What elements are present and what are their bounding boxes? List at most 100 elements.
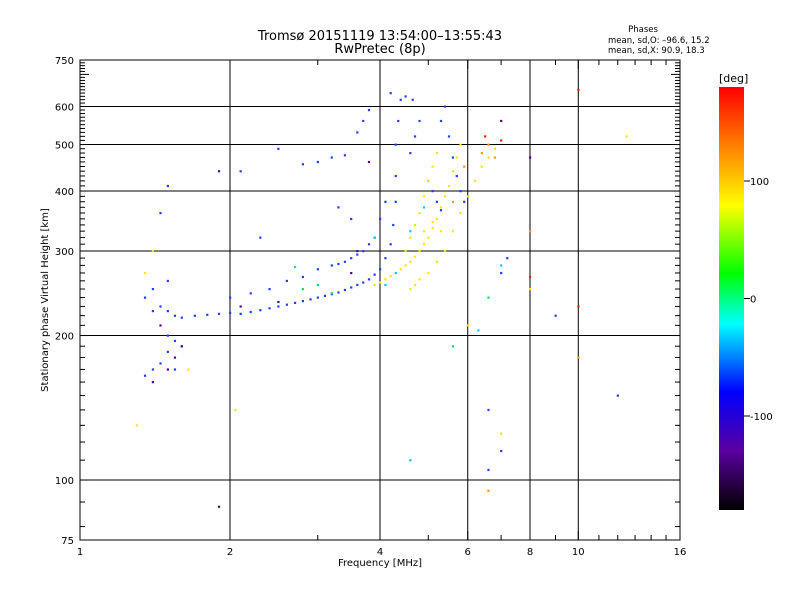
colorbar-ticks: 100 0 -100 <box>744 177 773 423</box>
data-point <box>277 147 280 150</box>
legend-line-x: mean, sd,X: 90.9, 18.3 <box>608 46 705 56</box>
data-point <box>480 165 483 168</box>
data-point <box>411 98 414 101</box>
data-point <box>229 311 232 315</box>
data-point <box>394 271 397 275</box>
data-point <box>316 160 319 164</box>
data-point <box>389 92 392 95</box>
data-point <box>330 292 333 295</box>
data-point <box>466 324 469 327</box>
data-point <box>362 119 365 123</box>
data-point <box>277 305 280 308</box>
data-point <box>404 95 407 98</box>
data-point <box>159 362 162 365</box>
data-point <box>356 283 359 287</box>
data-point <box>443 195 447 198</box>
colorbar <box>719 87 744 510</box>
y-tick-label: 750 <box>55 56 74 67</box>
data-point <box>493 156 497 159</box>
data-point <box>447 135 451 138</box>
data-point <box>487 296 490 299</box>
x-tick-label: 8 <box>527 547 533 558</box>
data-point <box>234 408 237 412</box>
data-point <box>367 109 371 112</box>
x-tick-label: 16 <box>674 547 687 558</box>
data-point <box>293 301 297 305</box>
data-point <box>379 268 382 271</box>
data-point <box>166 334 169 337</box>
data-point <box>473 179 477 183</box>
data-point <box>435 217 438 221</box>
y-tick-label: 300 <box>55 247 74 258</box>
data-point <box>466 195 469 198</box>
data-point <box>439 206 443 209</box>
data-point <box>343 260 347 263</box>
data-point <box>316 268 319 271</box>
data-point <box>337 206 340 209</box>
data-point <box>343 288 347 292</box>
colorbar-tick-label: -100 <box>750 412 773 423</box>
data-point <box>431 165 434 168</box>
data-point <box>418 212 421 215</box>
data-point <box>159 324 162 327</box>
data-point <box>394 143 397 146</box>
data-point <box>435 260 438 263</box>
data-point <box>451 156 455 159</box>
data-point <box>529 230 532 233</box>
data-point <box>394 174 397 178</box>
chart-subtitle: RwPretec (8p) <box>334 42 425 57</box>
data-point <box>493 147 497 150</box>
y-tick-label: 500 <box>55 141 74 152</box>
data-point <box>249 292 252 295</box>
data-point <box>316 296 319 299</box>
grid-lines <box>80 60 680 540</box>
data-point <box>500 271 503 275</box>
data-point <box>373 273 376 276</box>
data-point <box>451 200 455 203</box>
data-point <box>159 305 162 308</box>
data-point <box>268 307 271 310</box>
data-point <box>143 296 147 299</box>
data-point <box>367 243 371 246</box>
data-point <box>455 174 458 178</box>
data-point <box>409 288 412 291</box>
data-point <box>554 314 557 317</box>
data-point <box>443 105 447 108</box>
data-point <box>217 312 221 315</box>
data-point <box>316 283 319 287</box>
x-tick-label: 2 <box>227 547 233 558</box>
data-point <box>301 163 305 166</box>
data-point <box>500 119 503 123</box>
data-point <box>431 227 434 230</box>
data-point <box>301 300 305 303</box>
data-point <box>277 300 280 304</box>
data-point <box>409 459 412 462</box>
data-point <box>135 424 138 427</box>
data-point <box>151 309 155 313</box>
data-point <box>435 152 438 155</box>
data-point <box>151 381 155 384</box>
data-point <box>187 368 190 371</box>
data-point <box>451 230 455 233</box>
y-tick-label: 200 <box>55 332 74 343</box>
data-point <box>455 156 458 159</box>
data-point <box>323 294 327 297</box>
data-point <box>166 368 169 371</box>
data-point <box>193 314 197 317</box>
data-point <box>384 257 387 260</box>
data-point <box>379 281 382 284</box>
y-axis-label: Stationary phase Virtual Height [km] <box>40 208 51 392</box>
data-point <box>487 143 490 146</box>
data-point <box>577 88 580 92</box>
data-point <box>384 283 387 287</box>
data-point <box>431 220 434 224</box>
chart-title: Tromsø 20151119 13:54:00–13:55:43 <box>257 29 502 44</box>
data-point <box>625 135 628 138</box>
data-point <box>389 243 392 246</box>
data-point <box>439 209 443 212</box>
data-point <box>477 329 480 332</box>
data-point <box>330 264 333 267</box>
data-point <box>239 305 242 308</box>
data-point <box>217 170 221 173</box>
y-tick-label: 400 <box>55 187 74 198</box>
